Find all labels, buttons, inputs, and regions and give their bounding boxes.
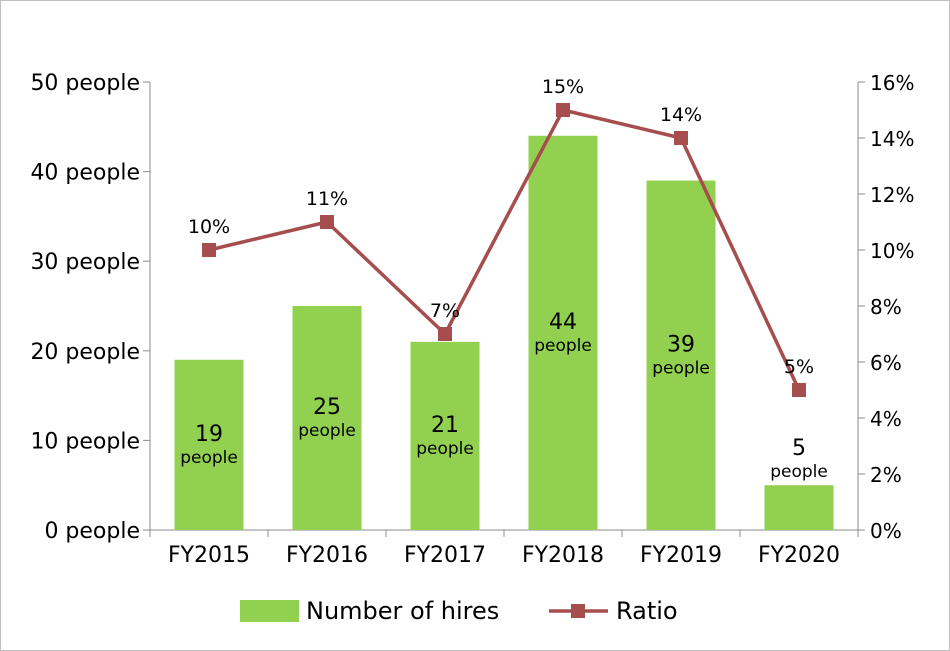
bar-FY2018 xyxy=(528,135,598,530)
legend-label-ratio: Ratio xyxy=(616,597,678,625)
x-tick-label: FY2018 xyxy=(522,543,604,568)
bar-value-label: 21 xyxy=(431,413,459,438)
left-y-tick-label: 30 people xyxy=(30,250,140,275)
bars xyxy=(174,135,834,530)
x-tick-label: FY2019 xyxy=(640,543,722,568)
x-tick-label: FY2020 xyxy=(758,543,840,568)
ratio-polyline xyxy=(208,108,801,391)
bar-FY2020 xyxy=(764,485,834,530)
bar-value-label: 44 xyxy=(549,310,577,335)
legend: Number of hires Ratio xyxy=(240,597,678,625)
bar-unit-label: people xyxy=(298,421,356,441)
ratio-point xyxy=(438,327,452,341)
ratio-value-label: 10% xyxy=(188,216,230,238)
bar-value-label: 19 xyxy=(195,422,223,447)
x-tick-label: FY2016 xyxy=(286,543,368,568)
ratio-point xyxy=(674,131,688,145)
left-y-tick-label: 10 people xyxy=(30,429,140,454)
right-y-tick-label: 0% xyxy=(870,519,902,543)
left-y-tick-label: 0 people xyxy=(44,519,140,544)
ratio-value-label: 7% xyxy=(430,300,460,322)
ratio-value-label: 15% xyxy=(542,76,584,98)
x-tick-label: FY2017 xyxy=(404,543,486,568)
ratio-point xyxy=(202,243,216,257)
ratio-point xyxy=(792,383,806,397)
axes: 0 people 10 people 20 people 30 people 40 pe… xyxy=(30,71,914,568)
left-y-tick-label: 40 people xyxy=(30,161,140,186)
x-tick-label: FY2015 xyxy=(168,543,250,568)
bar-FY2015 xyxy=(174,359,244,530)
legend-label-hires: Number of hires xyxy=(306,597,499,625)
bar-value-label: 39 xyxy=(667,332,695,357)
left-y-tick-label: 50 people xyxy=(30,71,140,96)
left-y-tick-label: 20 people xyxy=(30,340,140,365)
right-y-tick-label: 2% xyxy=(870,463,902,487)
ratio-value-label: 11% xyxy=(306,188,348,210)
right-y-tick-label: 16% xyxy=(870,71,914,95)
bar-value-label: 25 xyxy=(313,395,341,420)
legend-swatch-hires xyxy=(240,600,299,622)
ratio-labels: 10% 11% 7% 15% 14% 5% xyxy=(188,76,814,378)
right-y-tick-label: 8% xyxy=(870,295,902,319)
right-y-tick-label: 6% xyxy=(870,351,902,375)
bar-FY2016 xyxy=(292,306,362,530)
ratio-value-label: 14% xyxy=(660,104,702,126)
right-y-tick-label: 12% xyxy=(870,183,914,207)
right-y-tick-label: 10% xyxy=(870,239,914,263)
bar-unit-label: people xyxy=(416,439,474,459)
bar-FY2019 xyxy=(646,180,716,530)
bar-value-label: 5 xyxy=(792,436,806,461)
right-y-tick-label: 4% xyxy=(870,407,902,431)
bar-unit-label: people xyxy=(534,336,592,356)
ratio-value-label: 5% xyxy=(784,356,814,378)
legend-marker-ratio xyxy=(571,604,585,618)
bar-unit-label: people xyxy=(180,448,238,468)
bar-FY2017 xyxy=(410,341,480,530)
right-y-tick-label: 14% xyxy=(870,127,914,151)
ratio-point xyxy=(320,215,334,229)
ratio-point xyxy=(556,103,570,117)
bar-unit-label: people xyxy=(770,462,828,482)
bar-unit-label: people xyxy=(652,358,710,378)
ratio-line xyxy=(202,103,806,397)
